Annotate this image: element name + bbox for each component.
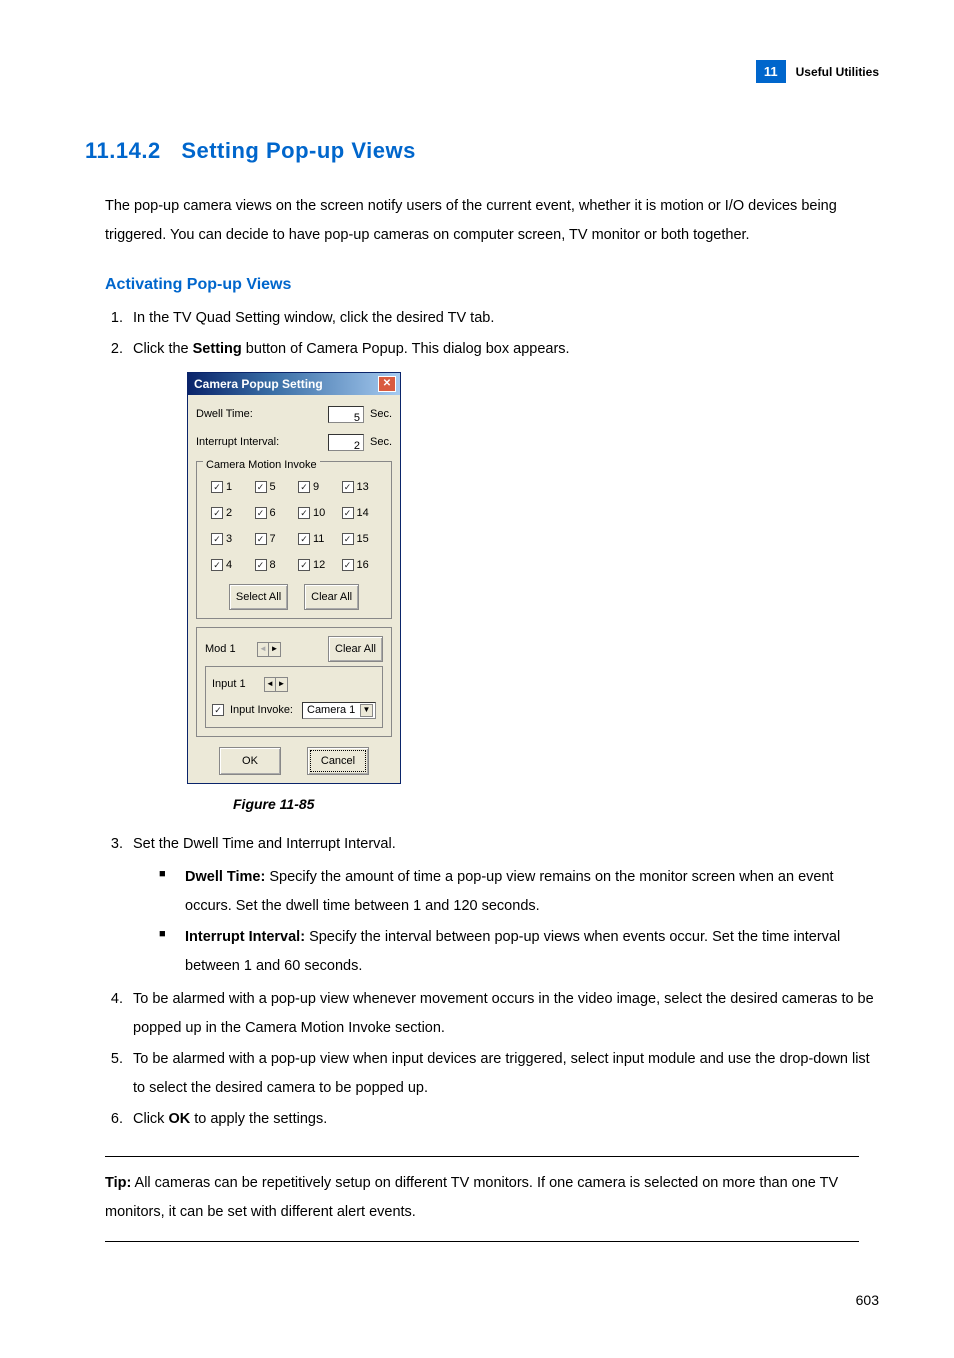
camera-label: 3 bbox=[226, 528, 232, 550]
input-invoke-select[interactable]: Camera 1 ▼ bbox=[302, 702, 376, 719]
steps-list: In the TV Quad Setting window, click the… bbox=[105, 304, 879, 1134]
step-4: To be alarmed with a pop-up view wheneve… bbox=[127, 985, 879, 1043]
section-number: 11.14.2 bbox=[85, 138, 161, 163]
step-6: Click OK to apply the settings. bbox=[127, 1105, 879, 1134]
dialog-title: Camera Popup Setting bbox=[194, 372, 323, 396]
camera-label: 5 bbox=[270, 476, 276, 498]
camera-checkbox[interactable]: ✓ bbox=[211, 481, 223, 493]
step-5: To be alarmed with a pop-up view when in… bbox=[127, 1045, 879, 1103]
dwell-time-input[interactable]: 5 bbox=[328, 406, 364, 423]
camera-motion-invoke-group: Camera Motion Invoke ✓1 ✓5 ✓9 ✓13 ✓2 ✓6 … bbox=[196, 461, 392, 619]
dwell-time-label: Dwell Time: bbox=[196, 403, 328, 425]
select-all-button[interactable]: Select All bbox=[229, 584, 288, 610]
page-header: 11 Useful Utilities bbox=[85, 60, 879, 83]
camera-checkbox[interactable]: ✓ bbox=[255, 533, 267, 545]
ok-button[interactable]: OK bbox=[219, 747, 281, 775]
camera-checkbox[interactable]: ✓ bbox=[298, 507, 310, 519]
camera-checkbox[interactable]: ✓ bbox=[255, 507, 267, 519]
step-2-pre: Click the bbox=[133, 341, 193, 357]
camera-label: 15 bbox=[357, 528, 369, 550]
motion-invoke-legend: Camera Motion Invoke bbox=[203, 454, 320, 476]
camera-label: 12 bbox=[313, 554, 325, 576]
input-invoke-checkbox[interactable]: ✓ bbox=[212, 704, 224, 716]
step-2: Click the Setting button of Camera Popup… bbox=[127, 335, 879, 818]
camera-checkbox[interactable]: ✓ bbox=[255, 559, 267, 571]
camera-checkbox[interactable]: ✓ bbox=[211, 507, 223, 519]
camera-label: 4 bbox=[226, 554, 232, 576]
intro-paragraph: The pop-up camera views on the screen no… bbox=[85, 192, 879, 250]
camera-label: 6 bbox=[270, 502, 276, 524]
camera-label: 16 bbox=[357, 554, 369, 576]
interrupt-sec-label: Sec. bbox=[370, 431, 392, 453]
camera-checkbox[interactable]: ✓ bbox=[342, 533, 354, 545]
dialog-titlebar: Camera Popup Setting ✕ bbox=[188, 373, 400, 395]
camera-label: 2 bbox=[226, 502, 232, 524]
section-title-text: Setting Pop-up Views bbox=[181, 138, 416, 163]
header-label: Useful Utilities bbox=[796, 65, 879, 79]
camera-checkbox[interactable]: ✓ bbox=[211, 533, 223, 545]
step-6-pre: Click bbox=[133, 1111, 168, 1127]
step-1: In the TV Quad Setting window, click the… bbox=[127, 304, 879, 333]
dwell-label: Dwell Time: bbox=[185, 869, 265, 885]
chapter-badge: 11 bbox=[756, 60, 786, 83]
step-6-post: to apply the settings. bbox=[190, 1111, 327, 1127]
dwell-text: Specify the amount of time a pop-up view… bbox=[185, 869, 834, 914]
step-3: Set the Dwell Time and Interrupt Interva… bbox=[127, 830, 879, 981]
camera-checkbox[interactable]: ✓ bbox=[298, 559, 310, 571]
interrupt-interval-label: Interrupt Interval: bbox=[196, 431, 328, 453]
step-2-post: button of Camera Popup. This dialog box … bbox=[242, 341, 570, 357]
camera-label: 14 bbox=[357, 502, 369, 524]
input-invoke-label: Input Invoke: bbox=[230, 699, 293, 721]
camera-label: 1 bbox=[226, 476, 232, 498]
mod-spinner[interactable]: ◄► bbox=[257, 642, 281, 657]
input-label: Input 1 bbox=[212, 673, 258, 695]
step-3-text: Set the Dwell Time and Interrupt Interva… bbox=[133, 836, 396, 852]
bullet-dwell: Dwell Time: Specify the amount of time a… bbox=[155, 863, 879, 921]
camera-label: 11 bbox=[313, 528, 324, 550]
interrupt-interval-input[interactable]: 2 bbox=[328, 434, 364, 451]
bullet-interrupt: Interrupt Interval: Specify the interval… bbox=[155, 923, 879, 981]
camera-checkbox[interactable]: ✓ bbox=[211, 559, 223, 571]
camera-label: 7 bbox=[270, 528, 276, 550]
step-6-bold: OK bbox=[168, 1111, 190, 1127]
cancel-button[interactable]: Cancel bbox=[307, 747, 369, 775]
subheading: Activating Pop-up Views bbox=[85, 276, 879, 294]
mod-clear-all-button[interactable]: Clear All bbox=[328, 636, 383, 662]
camera-label: 8 bbox=[270, 554, 276, 576]
camera-label: 13 bbox=[357, 476, 369, 498]
camera-checkbox[interactable]: ✓ bbox=[342, 559, 354, 571]
dwell-sec-label: Sec. bbox=[370, 403, 392, 425]
camera-checkbox[interactable]: ✓ bbox=[298, 481, 310, 493]
input-spinner[interactable]: ◄► bbox=[264, 677, 288, 692]
chevron-down-icon: ▼ bbox=[360, 704, 373, 717]
tip-block: Tip: All cameras can be repetitively set… bbox=[105, 1156, 859, 1242]
camera-label: 10 bbox=[313, 502, 325, 524]
camera-checkbox[interactable]: ✓ bbox=[255, 481, 267, 493]
mod-label: Mod 1 bbox=[205, 638, 251, 660]
step-2-bold: Setting bbox=[193, 341, 242, 357]
camera-checkbox[interactable]: ✓ bbox=[342, 481, 354, 493]
interrupt-label: Interrupt Interval: bbox=[185, 929, 305, 945]
section-title: 11.14.2 Setting Pop-up Views bbox=[85, 138, 879, 164]
mod-group: Mod 1 ◄► Clear All Input 1 ◄► ✓ bbox=[196, 627, 392, 737]
page-number: 603 bbox=[85, 1292, 879, 1308]
tip-text: All cameras can be repetitively setup on… bbox=[105, 1175, 838, 1220]
camera-popup-dialog: Camera Popup Setting ✕ Dwell Time: 5 Sec… bbox=[187, 372, 401, 784]
figure-caption: Figure 11-85 bbox=[233, 790, 879, 818]
camera-checkbox[interactable]: ✓ bbox=[342, 507, 354, 519]
camera-label: 9 bbox=[313, 476, 319, 498]
clear-all-button[interactable]: Clear All bbox=[304, 584, 359, 610]
tip-label: Tip: bbox=[105, 1175, 131, 1191]
close-icon[interactable]: ✕ bbox=[378, 376, 396, 392]
input-invoke-value: Camera 1 bbox=[307, 699, 355, 721]
camera-grid: ✓1 ✓5 ✓9 ✓13 ✓2 ✓6 ✓10 ✓14 ✓3 ✓7 ✓11 bbox=[211, 476, 383, 576]
camera-checkbox[interactable]: ✓ bbox=[298, 533, 310, 545]
